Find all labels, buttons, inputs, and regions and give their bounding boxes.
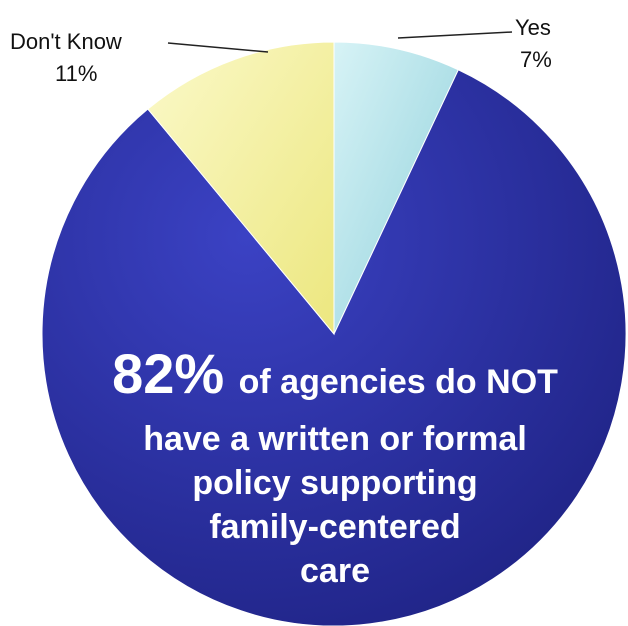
callout-text: 82% of agencies do NOT: [112, 342, 558, 405]
callout-line-1: of agencies do NOT: [239, 363, 558, 401]
label-yes-name: Yes: [515, 15, 551, 40]
label-dont-know-percent: 11%: [55, 61, 97, 86]
callout-line-3: policy supporting: [192, 464, 477, 502]
callout-line-5: care: [300, 552, 370, 590]
pie-slice-yes: [333, 41, 459, 335]
callout-big-percent: 82%: [112, 342, 224, 405]
pie-slices: [41, 41, 627, 626]
pie-slice-no: [41, 69, 627, 626]
label-dont-know-name: Don't Know: [10, 29, 122, 54]
callout-line-4: family-centered: [209, 508, 460, 546]
leader-line-yes: [397, 31, 513, 39]
label-yes-percent: 7%: [520, 47, 552, 72]
pie-slice-dont-know: [147, 41, 335, 336]
leader-line-dont-know: [167, 42, 269, 53]
callout-line-2: have a written or formal: [143, 420, 527, 458]
